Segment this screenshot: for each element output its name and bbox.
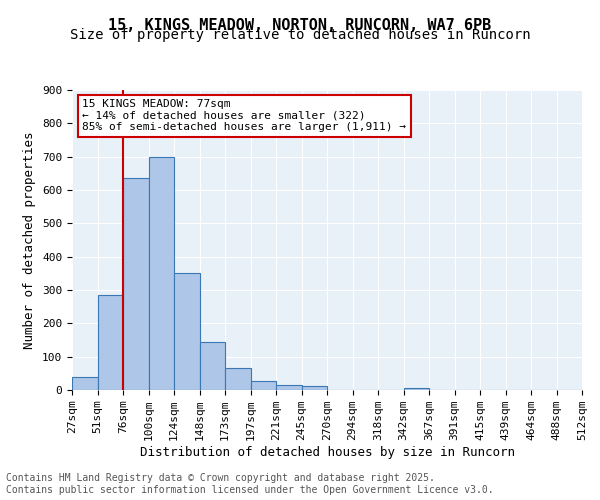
Y-axis label: Number of detached properties: Number of detached properties — [23, 131, 37, 349]
Text: 15 KINGS MEADOW: 77sqm
← 14% of detached houses are smaller (322)
85% of semi-de: 15 KINGS MEADOW: 77sqm ← 14% of detached… — [82, 99, 406, 132]
Bar — [251, 380, 276, 390]
Bar — [123, 178, 149, 390]
Text: Contains HM Land Registry data © Crown copyright and database right 2025.
Contai: Contains HM Land Registry data © Crown c… — [6, 474, 494, 495]
Text: 15, KINGS MEADOW, NORTON, RUNCORN, WA7 6PB: 15, KINGS MEADOW, NORTON, RUNCORN, WA7 6… — [109, 18, 491, 32]
Bar — [174, 274, 199, 390]
Bar — [199, 342, 225, 390]
Bar — [72, 376, 97, 390]
Bar — [149, 156, 174, 390]
Text: Size of property relative to detached houses in Runcorn: Size of property relative to detached ho… — [70, 28, 530, 42]
Bar — [302, 386, 327, 390]
Bar — [97, 295, 123, 390]
Bar — [404, 388, 429, 390]
X-axis label: Distribution of detached houses by size in Runcorn: Distribution of detached houses by size … — [139, 446, 515, 459]
Bar — [225, 368, 251, 390]
Bar — [276, 385, 302, 390]
